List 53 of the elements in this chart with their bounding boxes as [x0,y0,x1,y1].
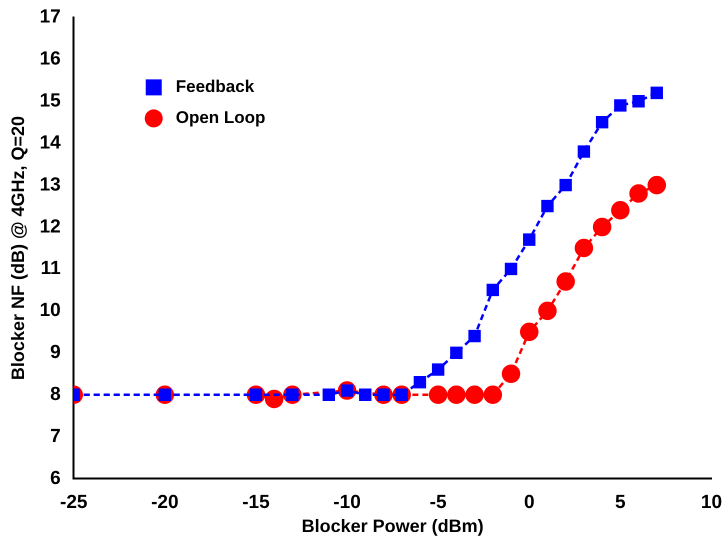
x-tick-label: 0 [524,492,535,514]
point [629,184,648,203]
point [465,385,484,404]
x-tick-label: 5 [615,492,626,514]
y-tick-label: 17 [40,6,61,28]
y-tick-label: 15 [40,90,62,112]
y-tick-label: 10 [40,300,61,322]
y-tick-label: 12 [40,216,61,238]
x-tick-label: -5 [430,492,448,514]
legend-label: Open Loop [176,108,266,128]
point [450,346,463,360]
y-tick-label: 13 [40,174,61,196]
point [428,385,448,404]
point [447,385,466,404]
x-tick-label: 10 [700,492,722,514]
point [502,364,520,384]
legend-label: Feedback [176,77,255,96]
point [614,99,627,112]
y-tick-label: 8 [50,384,61,405]
y-tick-label: 11 [40,258,62,280]
point [484,385,502,404]
point [414,376,426,388]
point [611,201,630,220]
point [486,284,499,296]
point [432,363,444,376]
point [592,218,612,236]
y-tick-label: 6 [50,468,61,489]
x-axis-title: Blocker Power (dBm) [302,516,484,536]
point [322,388,336,401]
x-tick-label: -25 [60,492,88,514]
point [574,238,594,258]
y-tick-label: 9 [50,342,61,364]
point [359,388,372,401]
point [559,178,572,192]
point [578,145,590,158]
point [632,95,645,108]
point [556,272,575,291]
point [541,200,554,212]
x-tick-label: -10 [333,492,361,514]
point [504,262,518,276]
y-tick-label: 16 [40,48,61,70]
y-tick-label: 14 [40,132,62,154]
y-axis-title: Blocker NF (dB) @ 4GHz, Q=20 [8,116,28,380]
point [648,176,666,194]
y-tick-label: 7 [50,426,61,447]
point [596,116,608,128]
point [468,330,481,342]
point [538,302,557,320]
x-tick-label: -15 [242,492,270,514]
point [520,322,538,342]
point [523,233,536,246]
x-tick-label: -20 [151,492,179,514]
point [650,86,663,100]
